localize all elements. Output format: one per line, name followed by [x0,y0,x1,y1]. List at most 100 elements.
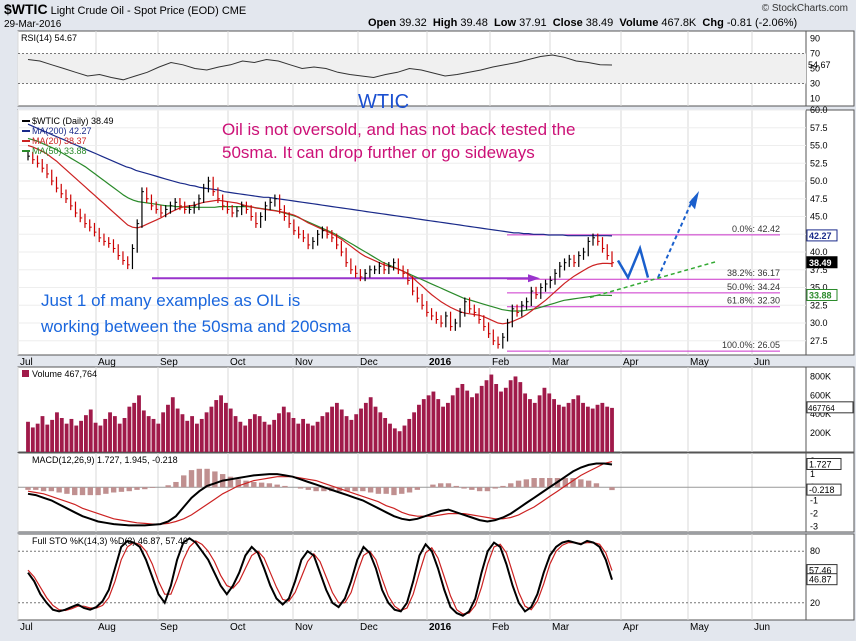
macd-legend: MACD(12,26,9) 1.727, 1.945, -0.218 [32,455,178,465]
volume-bar [69,418,74,452]
macd-histogram-bar [476,487,483,492]
macd-histogram-bar [25,487,31,490]
macd-histogram-bar [399,487,405,494]
macd-histogram-bar [134,487,140,490]
volume-bar [334,402,339,452]
macd-histogram-bar [79,487,86,496]
volume-bar [426,395,431,452]
volume-bar [479,385,484,452]
macd-last-value: 1.727 [809,459,832,469]
volume-bar [252,414,257,452]
price-y-tick: 27.5 [810,336,828,346]
last-value-label: 42.27 [809,231,832,241]
volume-y-tick: 400K [810,409,831,419]
volume-bar [55,412,59,452]
volume-bar [84,415,88,452]
volume-bar [40,416,45,452]
volume-bar [132,402,137,452]
macd-histogram-bar [110,487,117,493]
macd-histogram-bar [33,487,39,490]
sto-y-tick: 80 [810,546,820,556]
close-value: 38.49 [585,17,614,29]
panel-sto [17,533,807,621]
macd-histogram-bar [313,487,319,492]
macd-histogram-bar [414,487,421,490]
macd-histogram-bar [515,480,522,488]
volume-bar [383,418,388,452]
volume-bar [166,404,170,452]
macd-y-tick: -1 [810,495,818,505]
macd-histogram-bar [523,479,530,488]
macd-histogram-bar [562,478,568,488]
volume-bar [228,408,233,452]
volume-bar [267,424,272,452]
volume-bar [272,419,277,452]
volume-bar [600,402,605,452]
macd-histogram-bar [282,485,288,488]
volume-bar [170,397,175,452]
volume-bar [585,406,590,452]
volume-bar [412,412,417,452]
macd-histogram-bar [531,478,537,488]
volume-bar [141,410,146,452]
macd-histogram-bar [375,487,382,494]
macd-histogram-bar [274,484,280,488]
volume-bar [344,416,349,452]
volume-bar [417,404,421,452]
macd-histogram-bar [547,478,553,488]
volume-bar [528,399,532,452]
exchange: CME [221,5,247,17]
volume-bar [605,406,610,452]
x-tick-label: Feb [492,622,510,633]
ma50-line [27,137,613,312]
macd-last-box [806,483,842,496]
macd-histogram-bar [48,487,55,492]
volume-bar [503,387,508,452]
macd-histogram-bar [173,481,179,488]
macd-histogram-bar [258,482,265,488]
volume-bar [199,418,204,452]
volume-bar [373,406,378,452]
rsi-legend: RSI(14) 54.67 [21,33,77,43]
volume-bar [547,393,552,452]
price-y-tick: 47.5 [810,194,828,204]
x-tick-label: Aug [98,357,116,368]
volume-bar [581,402,585,452]
macd-histogram-bar [352,487,358,492]
x-tick-label: Oct [230,622,246,633]
volume-y-tick: 600K [810,390,831,400]
x-tick-label: Jul [20,622,33,633]
volume-bar [392,428,397,452]
macd-histogram-bar [118,487,125,492]
annotation-oversold-line2: 50sma. It can drop further or go sideway… [222,143,535,162]
volume-bar [204,412,209,452]
volume-bar [146,416,151,452]
macd-histogram-bar [360,487,366,492]
macd-histogram-bar [585,480,592,488]
projection-up-arrow [657,198,694,279]
volume-bar [301,418,306,452]
macd-histogram-bar [204,468,210,488]
price-legend-item: $WTIC (Daily) 38.49 [32,116,114,126]
x-tick-label: 2016 [429,357,452,368]
volume-bar [103,418,108,452]
volume-bar [64,423,69,452]
price-y-tick: 57.5 [810,123,828,133]
volume-bar [195,423,199,452]
volume-bar [397,431,402,452]
volume-bar [363,402,368,452]
macd-y-tick: -3 [810,522,818,532]
price-y-tick: 45.0 [810,212,828,222]
volume-legend: Volume 467,764 [32,369,97,379]
volume-bar [513,376,518,452]
volume-bar [359,408,363,452]
macd-y-tick: 1 [810,469,815,479]
volume-bar [542,387,547,452]
instrument-name: Light Crude Oil - Spot Price (EOD) [50,5,219,17]
ma20-line [27,144,613,325]
volume-bar [421,399,426,452]
macd-histogram-bar [609,487,615,491]
macd-histogram-bar [305,487,312,490]
